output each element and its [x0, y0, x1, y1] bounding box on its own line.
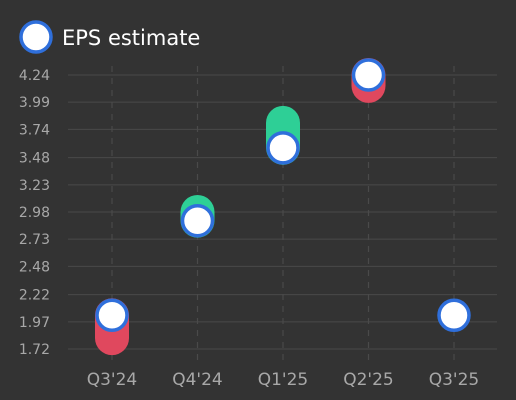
- estimate-point[interactable]: [95, 298, 129, 333]
- x-axis-ticks: Q3'24 Q4'24 Q1'25 Q2'25 Q3'25: [87, 370, 480, 390]
- y-tick-label: 2.98: [19, 205, 50, 221]
- y-tick-label: 4.24: [19, 68, 50, 84]
- x-tick-label: Q4'24: [172, 370, 223, 390]
- y-tick-label: 3.48: [19, 151, 50, 167]
- y-tick-label: 2.22: [19, 288, 50, 304]
- legend-label: EPS estimate: [62, 26, 200, 50]
- x-tick-label: Q1'25: [258, 370, 309, 390]
- x-tick-label: Q2'25: [343, 370, 394, 390]
- y-tick-label: 2.73: [19, 232, 50, 248]
- legend[interactable]: EPS estimate: [19, 20, 200, 54]
- y-tick-label: 3.74: [19, 122, 50, 138]
- x-tick-label: Q3'25: [429, 370, 480, 390]
- y-axis-ticks: 1.72 1.97 2.22 2.48 2.73 2.98 3.23 3.48 3.74 3.99…: [19, 68, 50, 358]
- y-tick-label: 2.48: [19, 259, 50, 275]
- y-tick-label: 3.23: [19, 178, 50, 194]
- x-tick-label: Q3'24: [87, 370, 138, 390]
- estimate-point[interactable]: [266, 131, 300, 165]
- y-tick-label: 1.97: [19, 315, 50, 331]
- y-tick-label: 1.72: [19, 342, 50, 358]
- estimate-point[interactable]: [437, 298, 471, 333]
- estimate-point[interactable]: [351, 58, 386, 92]
- y-tick-label: 3.99: [19, 95, 50, 111]
- estimate-points: [95, 58, 471, 333]
- estimate-point[interactable]: [180, 203, 215, 238]
- legend-marker-icon: [19, 20, 53, 54]
